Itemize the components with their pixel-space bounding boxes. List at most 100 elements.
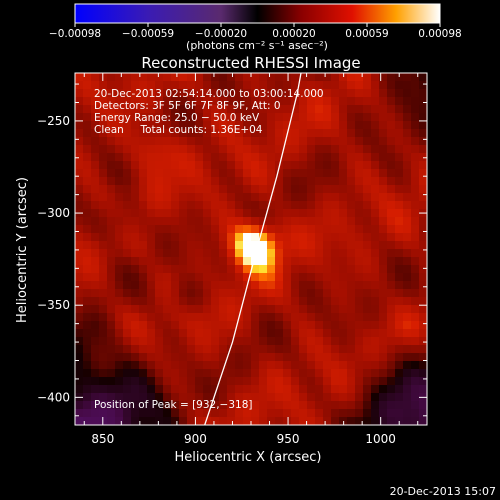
heatmap-cell <box>379 129 388 138</box>
heatmap-cell <box>147 329 156 338</box>
heatmap-cell <box>347 185 356 194</box>
heatmap-cell <box>363 225 372 234</box>
heatmap-cell <box>163 313 172 322</box>
heatmap-cell <box>123 153 132 162</box>
heatmap-cell <box>179 289 188 298</box>
heatmap-cell <box>323 209 332 218</box>
heatmap-cell <box>315 121 324 130</box>
heatmap-cell <box>187 145 196 154</box>
heatmap-cell <box>323 313 332 322</box>
heatmap-cell <box>347 153 356 162</box>
heatmap-cell <box>219 193 228 202</box>
heatmap-cell <box>387 121 396 130</box>
heatmap-cell <box>355 201 364 210</box>
heatmap-cell <box>299 353 308 362</box>
heatmap-cell <box>267 153 276 162</box>
heatmap-cell <box>187 353 196 362</box>
heatmap-cell <box>363 329 372 338</box>
heatmap-cell <box>411 185 420 194</box>
heatmap-cell <box>163 105 172 114</box>
heatmap-cell <box>291 345 300 354</box>
heatmap-cell <box>163 409 172 418</box>
heatmap-cell <box>275 385 284 394</box>
heatmap-cell <box>171 321 180 330</box>
heatmap-cell <box>387 361 396 370</box>
heatmap-cell <box>259 257 268 266</box>
heatmap-cell <box>171 305 180 314</box>
heatmap-cell <box>323 345 332 354</box>
heatmap-cell <box>163 73 172 82</box>
heatmap-cell <box>91 361 100 370</box>
heatmap-cell <box>147 137 156 146</box>
heatmap-cell <box>395 377 404 386</box>
heatmap-cell <box>227 137 236 146</box>
heatmap-cell <box>115 321 124 330</box>
heatmap-cell <box>347 233 356 242</box>
heatmap-cell <box>211 289 220 298</box>
heatmap-cell <box>315 161 324 170</box>
heatmap-cell <box>291 401 300 410</box>
heatmap-cell <box>187 73 196 82</box>
heatmap-cell <box>403 241 412 250</box>
heatmap-cell <box>147 345 156 354</box>
heatmap-cell <box>107 273 116 282</box>
heatmap-cell <box>187 137 196 146</box>
heatmap-cell <box>155 337 164 346</box>
heatmap-cell <box>115 217 124 226</box>
heatmap-cell <box>75 169 84 178</box>
heatmap-cell <box>315 81 324 90</box>
heatmap-cell <box>211 233 220 242</box>
heatmap-cell <box>251 217 260 226</box>
heatmap-cell <box>171 313 180 322</box>
heatmap-cell <box>115 377 124 386</box>
heatmap-cell <box>259 105 268 114</box>
heatmap-cell <box>171 369 180 378</box>
heatmap-cell <box>219 217 228 226</box>
heatmap-cell <box>75 201 84 210</box>
heatmap-cell <box>179 273 188 282</box>
heatmap-cell <box>163 225 172 234</box>
heatmap-cell <box>91 369 100 378</box>
heatmap-cell <box>243 177 252 186</box>
heatmap-cell <box>387 393 396 402</box>
heatmap-cell <box>275 137 284 146</box>
heatmap-cell <box>331 129 340 138</box>
heatmap-cell <box>379 185 388 194</box>
heatmap-cell <box>107 81 116 90</box>
heatmap-cell <box>155 361 164 370</box>
heatmap-cell <box>203 97 212 106</box>
heatmap-cell <box>235 417 244 425</box>
heatmap-cell <box>243 105 252 114</box>
heatmap-cell <box>243 225 252 234</box>
heatmap-cell <box>339 385 348 394</box>
heatmap-cell <box>371 409 380 418</box>
heatmap-cell <box>107 265 116 274</box>
heatmap-cell <box>195 297 204 306</box>
heatmap-cell <box>395 145 404 154</box>
heatmap-cell <box>243 321 252 330</box>
heatmap-cell <box>323 81 332 90</box>
heatmap-cell <box>163 273 172 282</box>
heatmap-cell <box>83 137 92 146</box>
heatmap-cell <box>387 129 396 138</box>
heatmap-cell <box>235 257 244 266</box>
heatmap-cell <box>331 193 340 202</box>
heatmap-cell <box>307 289 316 298</box>
heatmap-cell <box>147 265 156 274</box>
heatmap-cell <box>195 113 204 122</box>
heatmap-cell <box>123 281 132 290</box>
heatmap-cell <box>155 153 164 162</box>
heatmap-cell <box>331 249 340 258</box>
heatmap-cell <box>219 329 228 338</box>
heatmap-cell <box>323 297 332 306</box>
heatmap-cell <box>179 281 188 290</box>
heatmap-cell <box>283 177 292 186</box>
heatmap-cell <box>139 97 148 106</box>
heatmap-cell <box>251 353 260 362</box>
heatmap-cell <box>307 97 316 106</box>
heatmap-cell <box>235 153 244 162</box>
heatmap-cell <box>155 409 164 418</box>
heatmap-cell <box>83 193 92 202</box>
heatmap-cell <box>227 265 236 274</box>
heatmap-cell <box>387 369 396 378</box>
